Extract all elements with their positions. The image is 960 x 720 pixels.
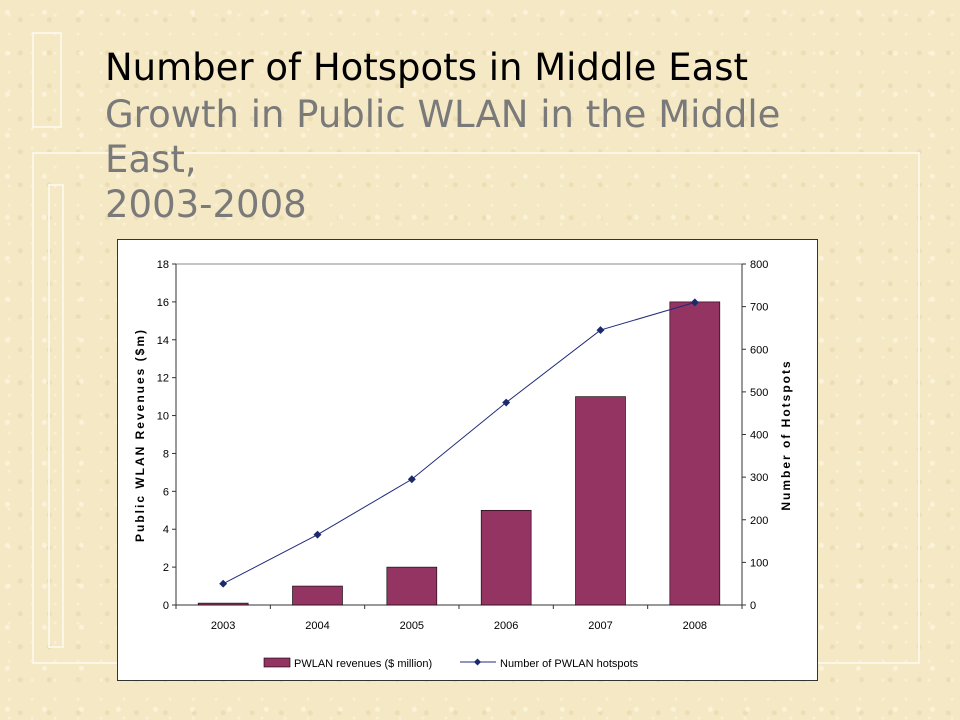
y2-tick-label: 500 [750, 387, 768, 399]
y-tick-label: 4 [163, 524, 169, 536]
chart-panel: 0 2 4 6 8 10 12 14 16 18 0 100 200 300 400 500 600 700 80… [117, 239, 818, 681]
y-tick-label: 6 [163, 486, 169, 498]
bar-2007 [575, 396, 626, 606]
legend-line-marker [473, 658, 482, 666]
bar-2003 [197, 602, 249, 606]
legend: PWLAN revenues ($ million) Number of PWL… [263, 657, 639, 670]
subtitle-line: Growth in Public WLAN in the Middle East… [105, 93, 781, 181]
y2-tick-label: 300 [750, 472, 768, 484]
slide-subtitle: Growth in Public WLAN in the Middle East… [105, 92, 845, 227]
x-ticks: 2003 2004 2005 2006 2007 2008 [175, 605, 743, 632]
y-tick-label: 14 [157, 335, 169, 347]
legend-bar-swatch [263, 657, 291, 668]
hotspot-point-2003 [219, 579, 228, 588]
y2-tick-label: 0 [750, 600, 756, 612]
x-tick-label: 2008 [683, 620, 707, 632]
bar-2006 [480, 509, 532, 606]
hotspot-point-2006 [502, 398, 511, 407]
y2-tick-label: 400 [750, 430, 768, 442]
chart: 0 2 4 6 8 10 12 14 16 18 0 100 200 300 400 500 600 700 80… [133, 259, 793, 670]
x-tick-label: 2003 [211, 620, 235, 632]
legend-bar-label: PWLAN revenues ($ million) [294, 658, 432, 670]
legend-line-label: Number of PWLAN hotspots [500, 658, 639, 670]
y-axis-label: Public WLAN Revenues ($m) [133, 328, 147, 542]
y-tick-label: 16 [157, 297, 169, 309]
y2-axis-label: Number of Hotspots [779, 359, 793, 510]
decor-frame-side [48, 184, 64, 648]
y-tick-label: 2 [163, 562, 169, 574]
plot-area [175, 263, 743, 606]
y2-tick-label: 600 [750, 344, 768, 356]
y-tick-label: 12 [157, 373, 169, 385]
y-ticks-left: 0 2 4 6 8 10 12 14 16 18 [157, 259, 176, 612]
y2-tick-label: 800 [750, 259, 768, 271]
y-tick-label: 18 [157, 259, 169, 271]
bar-2008 [669, 301, 721, 606]
x-tick-label: 2004 [305, 620, 329, 632]
y-tick-label: 0 [163, 600, 169, 612]
x-tick-label: 2007 [588, 620, 612, 632]
x-tick-label: 2006 [494, 620, 518, 632]
slide-title: Number of Hotspots in Middle East [105, 46, 749, 89]
x-tick-label: 2005 [400, 620, 424, 632]
subtitle-years: 2003-2008 [105, 183, 307, 226]
y-ticks-right: 0 100 200 300 400 500 600 700 800 [742, 259, 768, 612]
hotspot-point-2005 [407, 475, 416, 484]
y2-tick-label: 700 [750, 302, 768, 314]
hotspot-point-2007 [596, 326, 605, 335]
bar-series [197, 301, 721, 606]
y-tick-label: 10 [157, 411, 169, 423]
hotspots-line [222, 301, 695, 585]
decor-frame-top [32, 32, 62, 128]
y2-tick-label: 200 [750, 515, 768, 527]
bar-2005 [386, 566, 438, 606]
hotspot-point-2004 [313, 530, 322, 539]
y2-tick-label: 100 [750, 557, 768, 569]
bar-2004 [292, 585, 343, 606]
line-series [219, 298, 699, 588]
y-tick-label: 8 [163, 448, 169, 460]
